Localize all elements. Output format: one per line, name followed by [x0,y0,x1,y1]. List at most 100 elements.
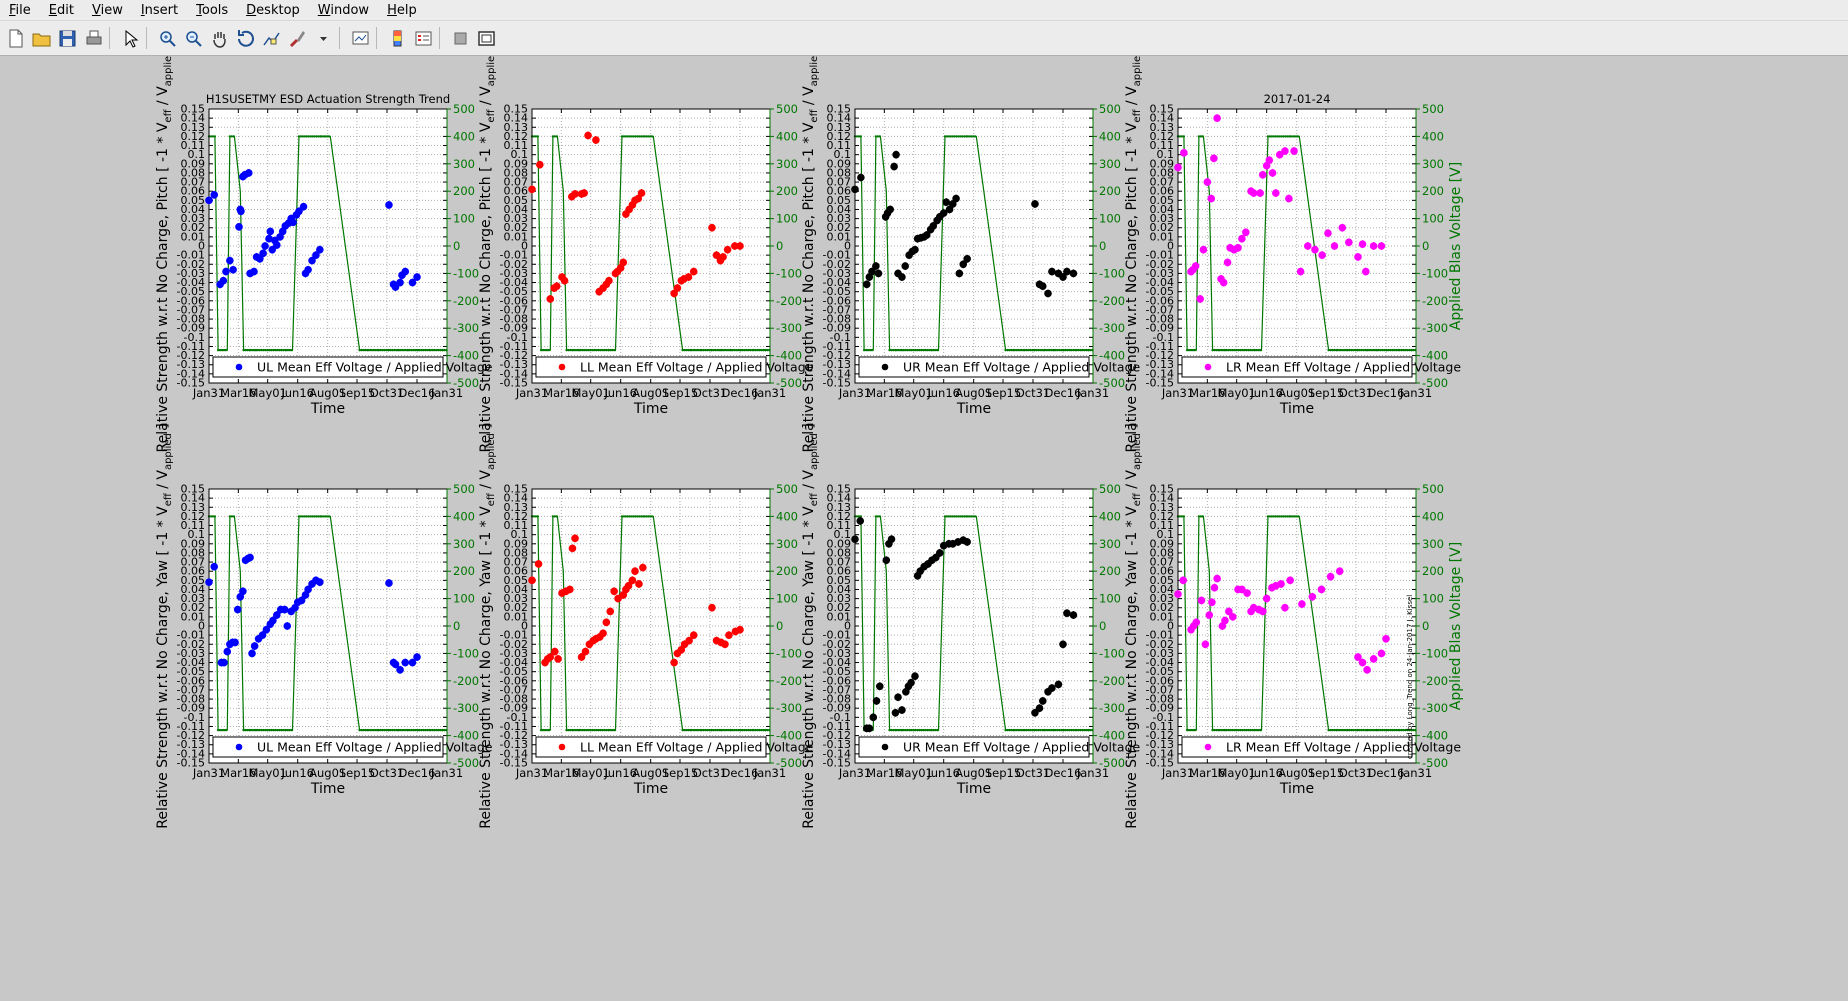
y2-tick-label: -300 [453,701,479,715]
bias-voltage-marker [216,728,220,732]
bias-voltage-marker [747,348,750,352]
y2-tick-label: -500 [1099,376,1125,390]
data-point [1213,114,1221,122]
bias-voltage-marker [1278,135,1281,138]
bias-voltage-marker [1056,348,1059,352]
y-tick-label: -0.13 [500,738,528,751]
y-axis-label-subscript: eff [809,492,820,506]
zoom-in-button[interactable] [156,27,178,49]
menu-view[interactable]: View [83,3,132,18]
y2-tick-label: 400 [1422,509,1444,523]
axes-yaw-ul: -0.15-0.14-0.13-0.12-0.11-0.1-0.09-0.08-… [155,423,493,829]
data-point [528,185,536,194]
data-point [1192,618,1201,627]
bias-voltage-marker [404,728,408,732]
y-tick-label: 0.06 [504,185,529,198]
rotate-3d-button[interactable] [234,27,256,49]
bias-voltage-marker [589,348,592,352]
bias-voltage-marker [303,515,307,518]
legend-label: UR Mean Eff Voltage / Applied Voltage [903,740,1141,755]
bias-voltage-marker [874,135,878,138]
y-tick-label: -0.12 [1146,349,1174,362]
bias-voltage-marker [408,348,412,352]
pan-hand-button[interactable] [208,27,230,49]
y2-tick-label: 300 [1422,537,1444,551]
bias-voltage-marker [303,135,307,138]
menu-help[interactable]: Help [378,3,426,18]
bias-voltage-marker [211,515,215,518]
print-button[interactable] [82,27,104,49]
bias-voltage-marker [973,135,977,138]
y-axis-label-part: Relative Strength w.r.t No Charge, Yaw [… [801,506,817,829]
bias-voltage-marker [1245,348,1248,352]
brush-button[interactable] [286,27,308,49]
link-plot-button[interactable] [349,27,371,49]
bias-voltage-marker [422,348,425,352]
legend-button[interactable] [412,27,434,49]
x-tick-label: Dec16 [399,386,436,400]
bias-voltage-marker [626,135,630,138]
y-tick-label: 0.03 [181,592,206,605]
dock-figure-button[interactable] [475,27,497,49]
bias-voltage-marker [315,515,318,518]
x-tick-label: Aug01 [632,766,669,780]
bias-voltage-marker [362,728,365,732]
save-button[interactable] [56,27,78,49]
menu-edit[interactable]: Edit [40,3,83,18]
bias-voltage-marker [1363,728,1367,732]
bias-voltage-marker [906,728,910,732]
bias-voltage-marker [258,728,262,732]
y-tick-label: -0.12 [1146,729,1174,742]
data-point [955,269,964,278]
bias-voltage-marker [644,515,648,518]
y2-tick-label: -400 [453,349,479,363]
new-file-button[interactable] [4,27,26,49]
data-point [259,249,267,258]
x-tick-label: May01 [1217,766,1255,780]
menu-window[interactable]: Window [309,3,378,18]
legend-label: LL Mean Eff Voltage / Applied Voltage [580,740,814,755]
bias-voltage-marker [1178,135,1182,138]
data-point [1201,640,1210,649]
data-cursor-button[interactable] [260,27,282,49]
bias-voltage-marker [599,728,602,732]
bias-voltage-marker [1180,515,1184,518]
data-point [1324,229,1332,238]
pointer-button[interactable] [119,27,141,49]
bias-voltage-marker [260,728,264,732]
bias-voltage-marker [1367,728,1371,732]
y-tick-label: 0.05 [1150,194,1175,207]
data-point [231,638,239,647]
zoom-out-button[interactable] [182,27,204,49]
bias-voltage-marker [712,728,715,732]
bias-voltage-marker [1369,348,1373,352]
y2-tick-label: -100 [1422,266,1448,280]
y2-tick-label: 200 [776,184,798,198]
menu-desktop[interactable]: Desktop [237,3,309,18]
bias-voltage-marker [536,515,540,518]
menu-insert[interactable]: Insert [132,3,187,18]
bias-voltage-marker [323,515,327,518]
data-point [289,218,297,227]
bias-voltage-marker [1020,728,1024,732]
open-folder-button[interactable] [30,27,52,49]
bias-voltage-marker [908,348,911,352]
menu-tools[interactable]: Tools [187,3,237,18]
bias-voltage-marker [1037,348,1040,352]
bias-voltage-marker [276,728,279,732]
hide-tools-button[interactable] [449,27,471,49]
menu-file[interactable]: File [0,3,40,18]
bias-voltage-marker [321,135,325,138]
dropdown-arrow-button[interactable] [312,27,334,49]
bias-voltage-marker [973,515,977,518]
data-point [670,658,678,667]
y2-tick-label: 100 [1099,212,1121,226]
data-point [1363,666,1371,674]
bias-voltage-marker [611,728,615,732]
bias-voltage-marker [693,728,697,732]
colorbar-button[interactable] [386,27,408,49]
bias-voltage-marker [714,728,717,732]
bias-voltage-marker [1406,728,1409,732]
y-tick-label: -0.13 [823,358,851,371]
data-point [942,198,951,206]
